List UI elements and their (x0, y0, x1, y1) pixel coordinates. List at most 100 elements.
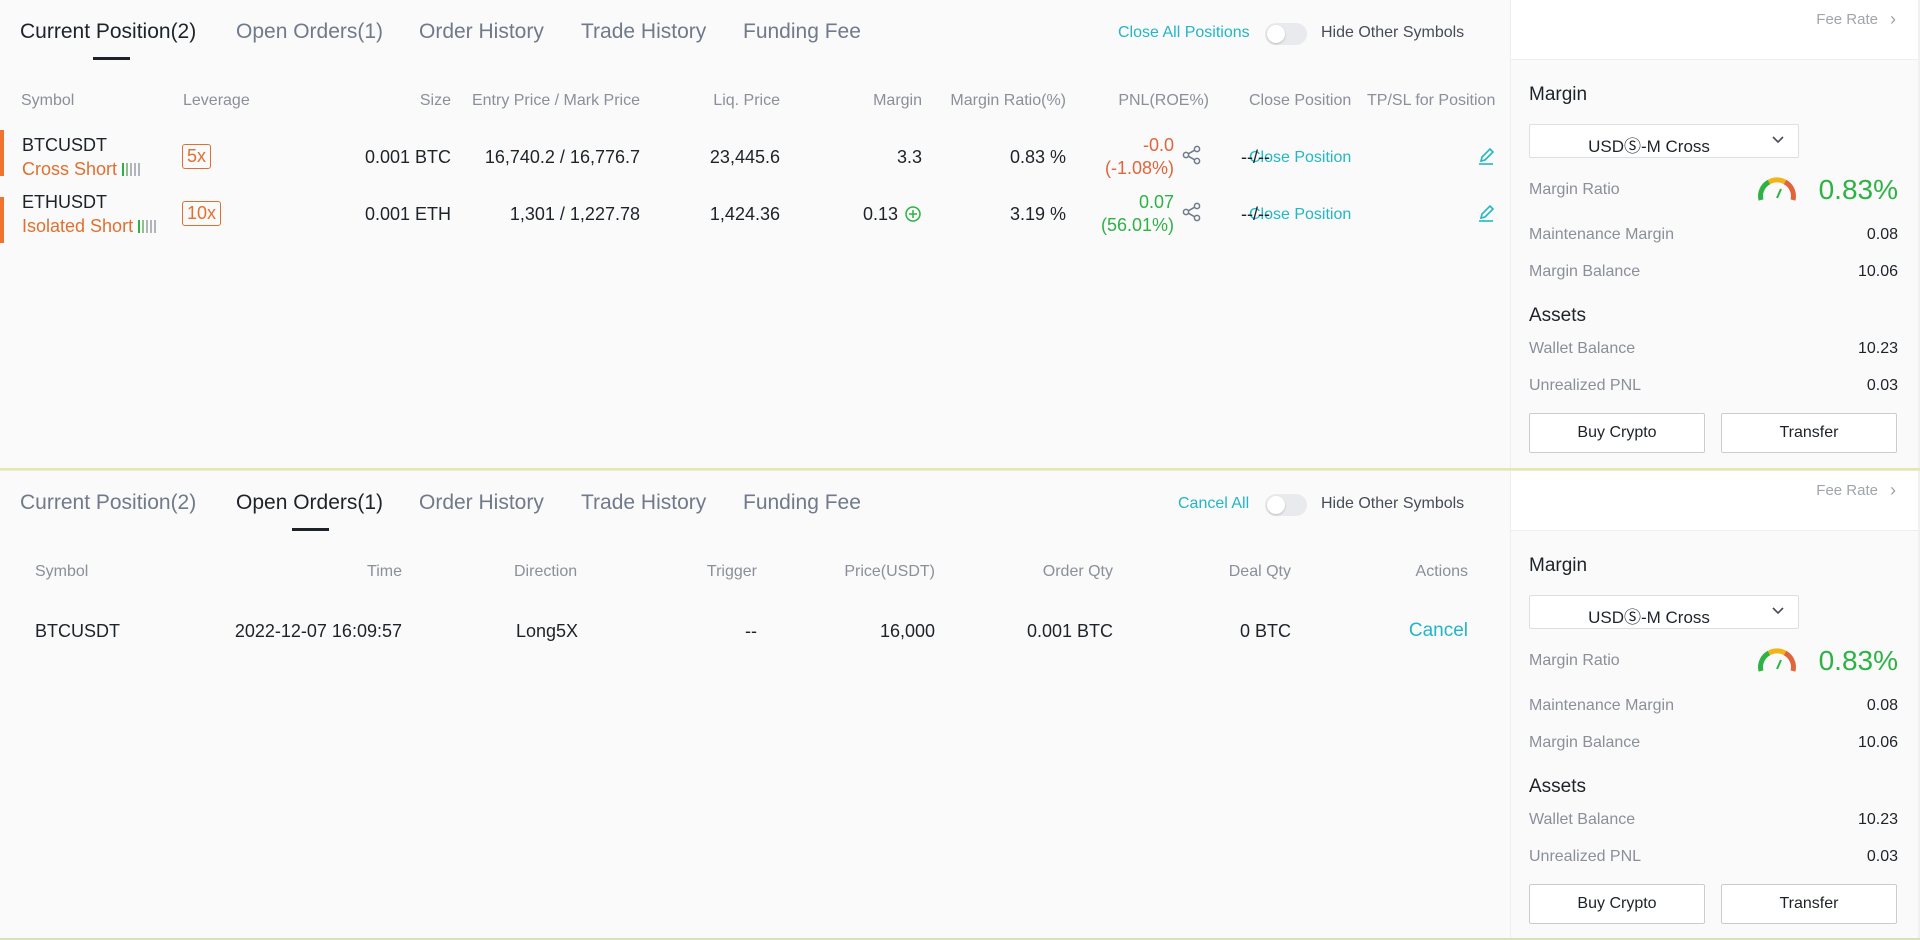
liq-price: 1,424.36 (709, 204, 780, 224)
col-size: Size (419, 92, 451, 109)
add-margin-icon[interactable] (904, 205, 922, 223)
gauge-icon (1758, 648, 1796, 672)
tab-funding-fee[interactable]: Funding Fee (743, 491, 861, 514)
chevron-right-icon[interactable]: › (1890, 9, 1896, 29)
close-all-positions-button[interactable]: Close All Positions (1118, 24, 1250, 41)
tab-order-history[interactable]: Order History (419, 491, 544, 514)
fee-rate-link[interactable]: Fee Rate (1816, 11, 1878, 28)
sidebar-scrollbar[interactable] (1918, 471, 1920, 938)
col-tpsl: TP/SL for Position (1367, 92, 1496, 109)
hide-other-symbols-toggle[interactable] (1265, 23, 1307, 45)
share-icon[interactable] (1182, 202, 1202, 222)
positions-header-actions: Close All Positions Hide Other Symbols (1118, 23, 1488, 46)
position-mode-text: Isolated Short (22, 216, 134, 236)
col-actions: Actions (1415, 563, 1468, 580)
entry-mark-price: 16,740.2 / 16,776.7 (484, 147, 640, 167)
order-trigger: -- (745, 621, 757, 641)
wallet-balance-value: 10.23 (1857, 340, 1898, 357)
maintenance-margin-label: Maintenance Margin (1529, 226, 1674, 243)
position-symbol[interactable]: ETHUSDT (22, 192, 107, 212)
margin-balance-value: 10.06 (1857, 263, 1898, 280)
margin-balance-label: Margin Balance (1529, 263, 1641, 280)
position-symbol[interactable]: BTCUSDT (22, 135, 107, 155)
leverage-badge[interactable]: 10x (182, 201, 222, 226)
hide-other-symbols-toggle[interactable] (1265, 494, 1307, 516)
pnl-value: -0.0 (1142, 135, 1174, 155)
cancel-order-button[interactable]: Cancel (1408, 620, 1468, 641)
transfer-button[interactable]: Transfer (1721, 884, 1897, 924)
col-trigger: Trigger (706, 563, 757, 580)
position-size: 0.001 ETH (364, 204, 451, 224)
hide-other-symbols-label: Hide Other Symbols (1321, 24, 1465, 41)
col-entry-mark-price: Entry Price / Mark Price (471, 92, 640, 109)
tab-current-position[interactable]: Current Position(2) (20, 491, 197, 514)
assets-title: Assets (1529, 776, 1587, 797)
tab-open-orders[interactable]: Open Orders(1) (236, 20, 384, 43)
account-sidebar: Fee Rate › Margin USDⓈ-M Cross Margin Ra… (1510, 0, 1920, 468)
tab-trade-history[interactable]: Trade History (581, 20, 707, 43)
margin-title: Margin (1529, 84, 1588, 105)
wallet-balance-label: Wallet Balance (1529, 340, 1636, 357)
roe-value: (-1.08%) (1104, 158, 1174, 178)
positions-panel: Current Position(2) Open Orders(1) Order… (0, 0, 1920, 470)
col-direction: Direction (514, 563, 578, 580)
col-liq-price: Liq. Price (713, 92, 780, 109)
margin-mode-value: USDⓈ-M Cross (1588, 608, 1710, 627)
pnl-value: 0.07 (1138, 192, 1174, 212)
risk-bars-icon (138, 217, 158, 238)
col-time: Time (367, 563, 402, 580)
orders-main: Current Position(2) Open Orders(1) Order… (0, 471, 1508, 938)
order-price: 16,000 (879, 621, 935, 641)
fee-rate-link[interactable]: Fee Rate (1816, 482, 1878, 499)
sidebar-scrollbar[interactable] (1918, 0, 1920, 468)
leverage-badge[interactable]: 5x (182, 144, 212, 169)
margin-mode-select[interactable]: USDⓈ-M Cross (1529, 124, 1799, 158)
close-position-button[interactable]: Close Position (1249, 206, 1352, 223)
maintenance-margin-value: 0.08 (1866, 697, 1898, 714)
edit-icon[interactable] (1476, 203, 1496, 223)
deal-qty: 0 BTC (1239, 621, 1291, 641)
position-size: 0.001 BTC (364, 147, 451, 167)
unrealized-pnl-label: Unrealized PNL (1529, 848, 1642, 865)
share-icon[interactable] (1182, 145, 1202, 165)
tab-funding-fee[interactable]: Funding Fee (743, 20, 861, 43)
account-sidebar: Fee Rate › Margin USDⓈ-M Cross Margin Ra… (1510, 471, 1920, 938)
wallet-balance-value: 10.23 (1857, 811, 1898, 828)
cancel-all-button[interactable]: Cancel All (1178, 495, 1250, 512)
maintenance-margin-label: Maintenance Margin (1529, 697, 1674, 714)
tab-order-history[interactable]: Order History (419, 20, 544, 43)
chevron-down-icon (1772, 136, 1784, 144)
col-margin: Margin (873, 92, 922, 109)
orders-header-actions: Cancel All Hide Other Symbols (1178, 494, 1488, 517)
tab-current-position[interactable]: Current Position(2) (20, 20, 197, 43)
margin-ratio: 0.83 % (1009, 147, 1066, 167)
unrealized-pnl-value: 0.03 (1866, 377, 1898, 394)
close-position-button[interactable]: Close Position (1249, 149, 1352, 166)
col-order-qty: Order Qty (1042, 563, 1113, 580)
tab-trade-history[interactable]: Trade History (581, 491, 707, 514)
tab-open-orders[interactable]: Open Orders(1) (236, 491, 384, 514)
tpsl-value: --/-- (1241, 204, 1270, 224)
col-close-position: Close Position (1249, 92, 1352, 109)
buy-crypto-button[interactable]: Buy Crypto (1529, 413, 1705, 453)
unrealized-pnl-label: Unrealized PNL (1529, 377, 1642, 394)
transfer-button[interactable]: Transfer (1721, 413, 1897, 453)
order-symbol[interactable]: BTCUSDT (35, 621, 120, 641)
col-price: Price(USDT) (844, 563, 935, 580)
margin-ratio-label: Margin Ratio (1529, 652, 1620, 669)
margin-mode-select[interactable]: USDⓈ-M Cross (1529, 595, 1799, 629)
fee-rate-bar: Fee Rate › (1511, 0, 1920, 60)
entry-mark-price: 1,301 / 1,227.78 (509, 204, 640, 224)
margin-title: Margin (1529, 555, 1588, 576)
edit-icon[interactable] (1476, 146, 1496, 166)
maintenance-margin-value: 0.08 (1866, 226, 1898, 243)
margin-mode-value: USDⓈ-M Cross (1588, 137, 1710, 156)
margin-ratio-value: 0.83% (1818, 645, 1898, 676)
positions-main: Current Position(2) Open Orders(1) Order… (0, 0, 1508, 468)
buy-crypto-button[interactable]: Buy Crypto (1529, 884, 1705, 924)
fee-rate-bar: Fee Rate › (1511, 471, 1920, 531)
unrealized-pnl-value: 0.03 (1866, 848, 1898, 865)
margin-balance-label: Margin Balance (1529, 734, 1641, 751)
margin-balance-value: 10.06 (1857, 734, 1898, 751)
chevron-right-icon[interactable]: › (1890, 480, 1896, 500)
